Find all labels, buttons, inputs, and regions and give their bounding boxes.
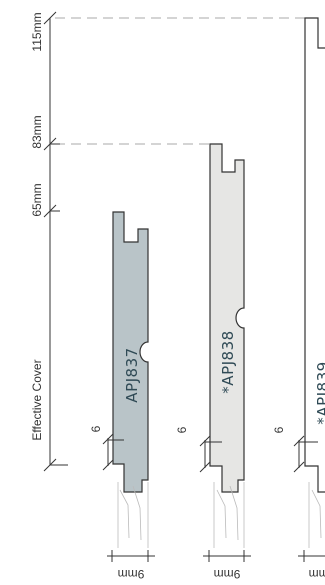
gap-label: 6 — [175, 426, 189, 433]
profile-shape — [209, 143, 245, 493]
profile-apj838: *APJ838 6 9mm — [175, 143, 251, 581]
profile-apj839: *APJ839 6 9mm — [272, 17, 325, 581]
thickness-label: 9mm — [118, 567, 145, 581]
thickness-label: 9mm — [214, 567, 241, 581]
gap-label: 6 — [272, 426, 286, 433]
profile-apj837: APJ837 6 9mm — [89, 211, 155, 581]
grain-line — [311, 489, 322, 539]
gap-tick-bottom — [199, 461, 211, 473]
profile-name: *APJ839 — [314, 361, 325, 424]
gap-tick-top — [293, 435, 305, 447]
thickness-label: 9mm — [309, 567, 325, 581]
grain-line — [216, 489, 227, 539]
gap-tick-top — [199, 435, 211, 447]
profile-shape — [112, 211, 149, 493]
gap-tick-bottom — [293, 461, 305, 473]
grain-line — [132, 485, 142, 541]
gap-tick-top — [102, 433, 114, 445]
effective-cover-label: Effective Cover — [30, 359, 44, 440]
tick-115 — [43, 11, 57, 25]
profile-name: APJ837 — [123, 347, 141, 402]
dim-label-65: 65mm — [30, 183, 44, 216]
profile-shape — [304, 17, 325, 493]
gap-tick-bottom — [102, 459, 114, 471]
grain-line — [229, 485, 239, 541]
dim-label-115: 115mm — [30, 12, 44, 51]
profile-name: *APJ838 — [219, 330, 237, 393]
gap-label: 6 — [89, 425, 103, 432]
dim-label-83: 83mm — [30, 115, 44, 148]
grain-line — [119, 489, 130, 539]
